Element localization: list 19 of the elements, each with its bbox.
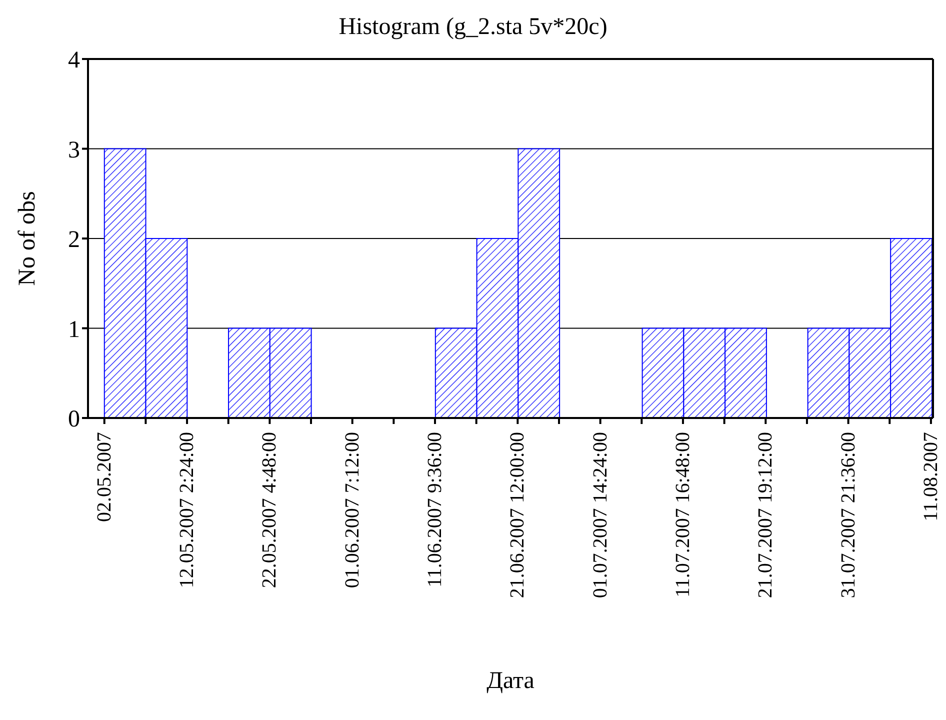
x-tick-label: 11.07.2007 16:48:00 <box>672 432 694 598</box>
x-tick-label: 02.05.2007 <box>93 432 116 522</box>
x-tick-label: 22.05.2007 4:48:00 <box>258 432 281 588</box>
y-tick-label: 0 <box>68 406 80 433</box>
x-tick-label: 11.08.2007 <box>920 432 942 522</box>
y-tick-label: 3 <box>68 137 80 164</box>
x-tick-label: 12.05.2007 2:24:00 <box>176 432 198 588</box>
x-tick-label: 11.06.2007 9:36:00 <box>424 432 446 588</box>
x-tick-label: 21.07.2007 19:12:00 <box>754 432 777 598</box>
y-tick-label: 4 <box>68 48 80 74</box>
y-tick-label: 1 <box>68 316 80 343</box>
x-tick-label: 01.07.2007 14:24:00 <box>589 432 612 598</box>
x-tick-label: 31.07.2007 21:36:00 <box>837 432 860 598</box>
y-axis-title: No of obs <box>14 191 41 286</box>
x-tick-label: 21.06.2007 12:00:00 <box>506 432 529 598</box>
x-axis-title: Дата <box>486 668 535 694</box>
x-tick-label: 01.06.2007 7:12:00 <box>341 432 364 588</box>
chart-title: Histogram (g_2.sta 5v*20c) <box>338 14 608 41</box>
y-tick-label: 2 <box>68 227 80 254</box>
